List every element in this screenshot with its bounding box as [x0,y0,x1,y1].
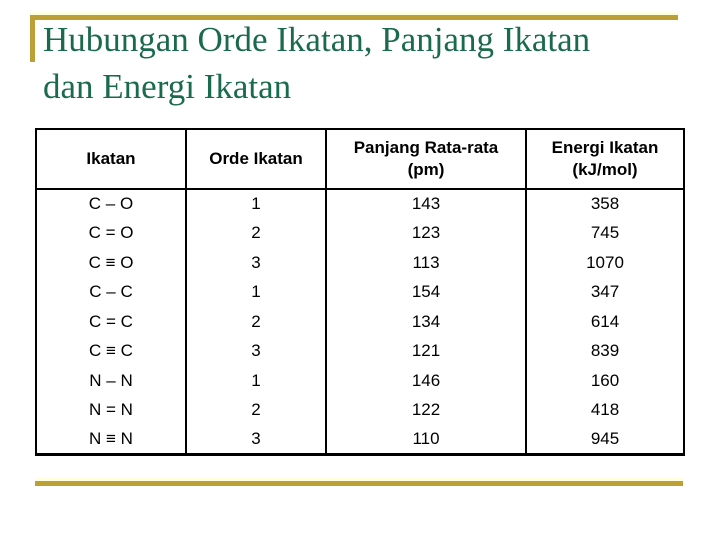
bond-cell: N = N [35,395,187,425]
column-header-energi: Energi Ikatan (kJ/mol) [525,128,685,190]
table-row: C – O 1 143 358 [35,189,685,219]
order-cell: 3 [185,336,327,366]
table-row: C ≡ C 3 121 839 [35,336,685,366]
length-cell: 121 [325,336,527,366]
table-header-row: Ikatan Orde Ikatan Panjang Rata-rata (pm… [35,128,685,190]
top-rule-gold-line [30,15,678,20]
table-row: C = O 2 123 745 [35,218,685,248]
length-cell: 154 [325,277,527,307]
order-cell: 2 [185,307,327,337]
bond-cell: C = O [35,218,187,248]
energy-cell: 358 [525,189,685,219]
table-row: N = N 2 122 418 [35,395,685,425]
table-row: C – C 1 154 347 [35,277,685,307]
length-cell: 113 [325,248,527,278]
length-cell: 110 [325,425,527,455]
bond-cell: C ≡ O [35,248,187,278]
order-cell: 1 [185,189,327,219]
slide-title: Hubungan Orde Ikatan, Panjang Ikatan dan… [43,20,591,106]
order-cell: 1 [185,366,327,396]
order-cell: 1 [185,277,327,307]
bond-cell: N – N [35,366,187,396]
order-cell: 3 [185,248,327,278]
bottom-rule-highlight-line [35,478,683,481]
length-cell: 122 [325,395,527,425]
energy-cell: 839 [525,336,685,366]
length-cell: 143 [325,189,527,219]
bond-cell: C – C [35,277,187,307]
top-rule-highlight-line [30,12,678,15]
bond-cell: N ≡ N [35,425,187,455]
bottom-rule-gold-line [35,481,683,486]
order-cell: 2 [185,395,327,425]
length-cell: 134 [325,307,527,337]
order-cell: 3 [185,425,327,455]
column-header-orde: Orde Ikatan [185,128,327,190]
energy-cell: 160 [525,366,685,396]
table-row: C ≡ O 3 113 1070 [35,248,685,278]
order-cell: 2 [185,218,327,248]
table-row: N – N 1 146 160 [35,366,685,396]
energy-cell: 614 [525,307,685,337]
column-header-ikatan: Ikatan [35,128,187,190]
length-cell: 123 [325,218,527,248]
bond-cell: C ≡ C [35,336,187,366]
energy-cell: 945 [525,425,685,455]
bond-cell: C = C [35,307,187,337]
table-row: N ≡ N 3 110 945 [35,425,685,455]
length-cell: 146 [325,366,527,396]
bond-cell: C – O [35,189,187,219]
column-header-panjang: Panjang Rata-rata (pm) [325,128,527,190]
bond-data-table: Ikatan Orde Ikatan Panjang Rata-rata (pm… [35,128,685,456]
energy-cell: 347 [525,277,685,307]
energy-cell: 1070 [525,248,685,278]
title-accent-bar [30,15,35,62]
energy-cell: 418 [525,395,685,425]
table-row: C = C 2 134 614 [35,307,685,337]
energy-cell: 745 [525,218,685,248]
